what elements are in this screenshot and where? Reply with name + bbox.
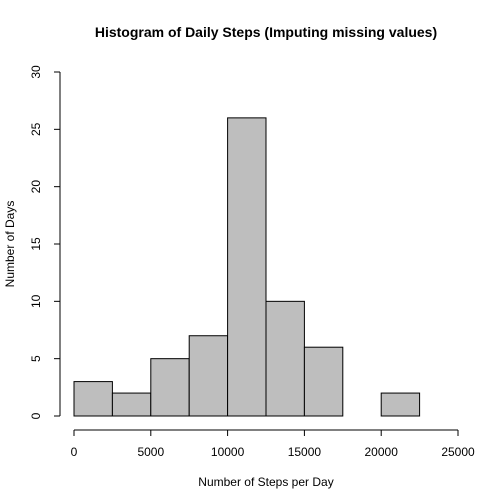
y-tick-label: 30 xyxy=(29,65,43,79)
y-tick-label: 5 xyxy=(29,355,43,362)
y-tick-label: 0 xyxy=(29,412,43,419)
histogram-bar xyxy=(265,300,305,417)
y-tick-label: 15 xyxy=(29,237,43,251)
y-tick-label: 20 xyxy=(29,180,43,194)
x-tick-label: 15000 xyxy=(288,445,322,459)
histogram-bar xyxy=(227,117,267,417)
histogram-bar xyxy=(150,358,190,417)
bars-group xyxy=(73,117,421,417)
histogram-bar xyxy=(380,392,421,417)
chart-title: Histogram of Daily Steps (Imputing missi… xyxy=(95,24,437,40)
y-axis: 0 5 10 15 20 25 30 xyxy=(29,65,61,419)
x-tick-label: 5000 xyxy=(137,445,164,459)
y-tick-label: 25 xyxy=(29,122,43,136)
x-axis-label: Number of Steps per Day xyxy=(198,475,333,489)
x-tick-label: 10000 xyxy=(211,445,245,459)
x-axis: 0 5000 10000 15000 20000 25000 xyxy=(71,429,475,459)
histogram-bar xyxy=(303,346,344,417)
x-tick-label: 25000 xyxy=(441,445,475,459)
histogram-bar xyxy=(188,335,229,417)
y-tick-label: 10 xyxy=(29,294,43,308)
y-axis-label: Number of Days xyxy=(3,201,17,288)
histogram-bar xyxy=(73,381,113,417)
histogram-bar xyxy=(111,392,152,417)
x-tick-label: 0 xyxy=(71,445,78,459)
x-tick-label: 20000 xyxy=(365,445,399,459)
